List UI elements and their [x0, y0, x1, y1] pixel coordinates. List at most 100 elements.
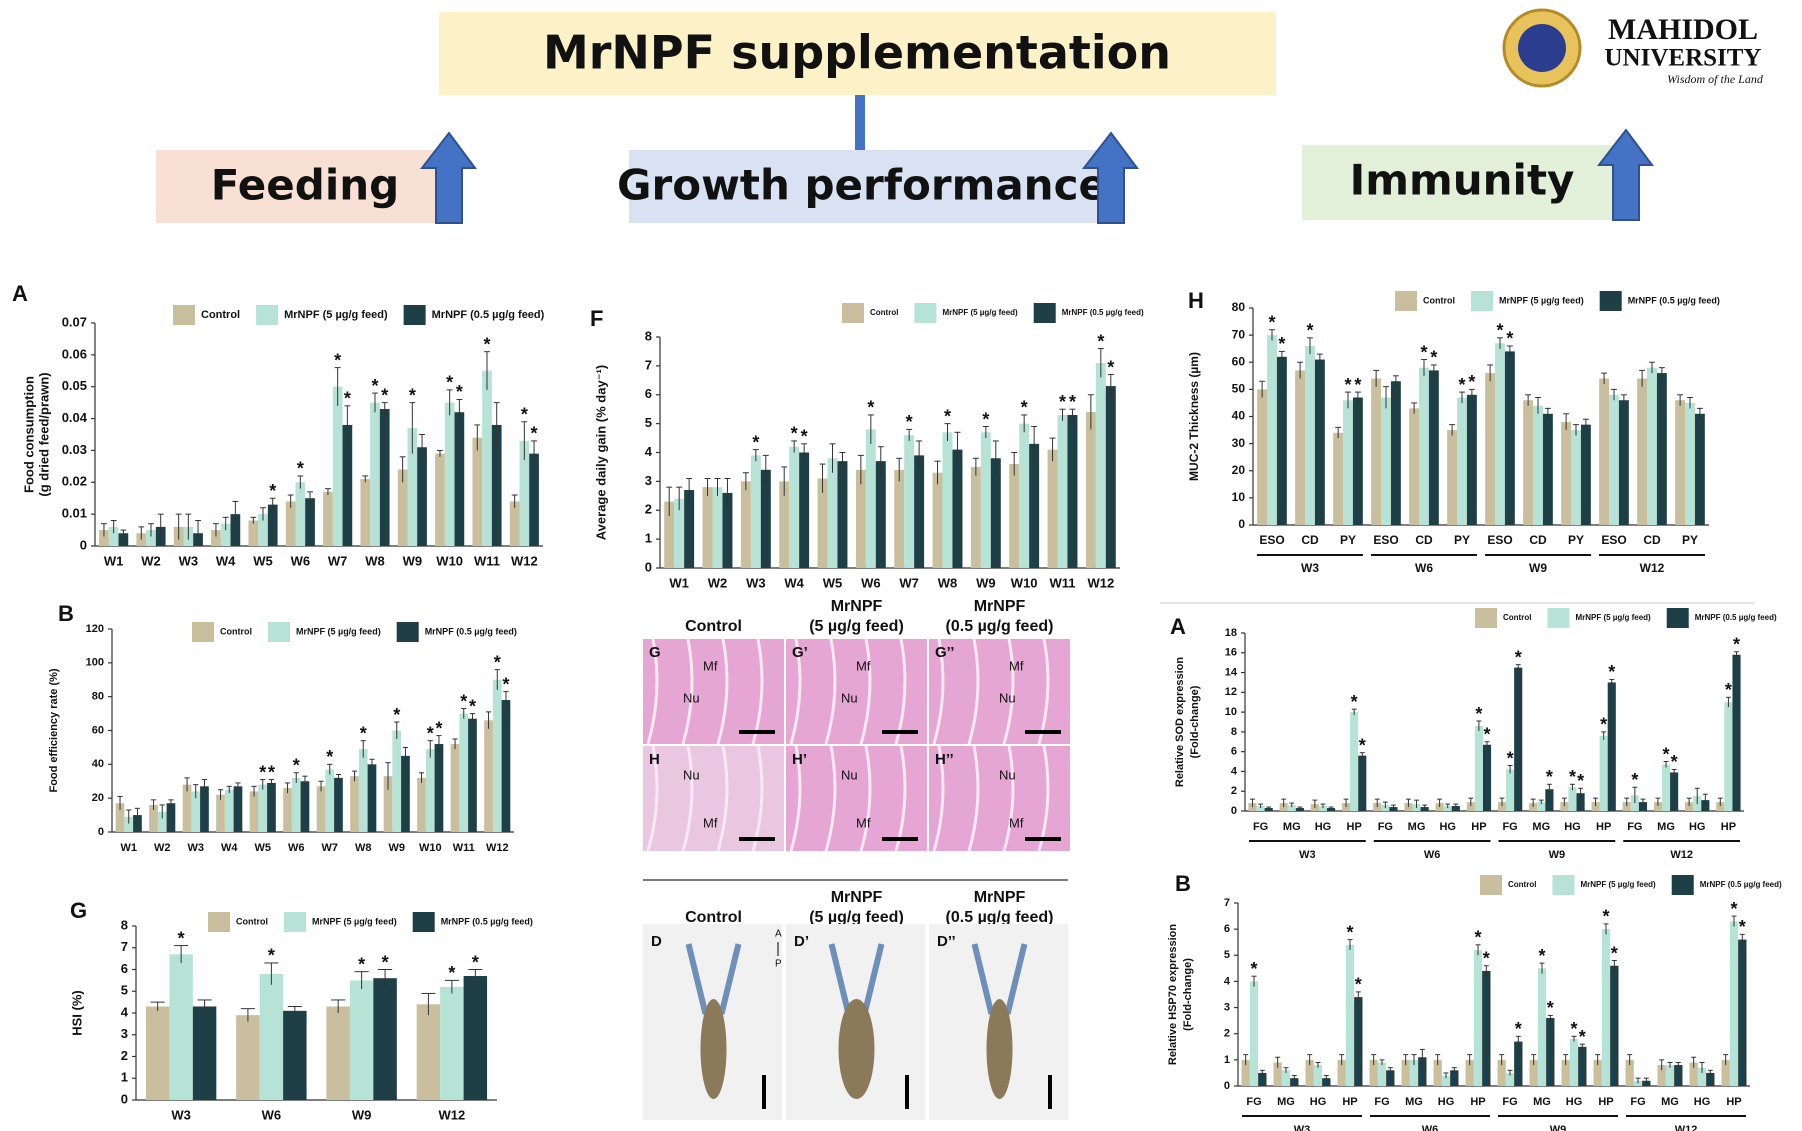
legend-swatch: [403, 305, 426, 325]
x-tick-label: HP: [1596, 821, 1611, 833]
y-tick-label: 20: [92, 792, 104, 804]
group-label: W3: [1299, 849, 1316, 861]
x-tick-label: HP: [1726, 1096, 1741, 1108]
x-tick-label: FG: [1378, 821, 1393, 833]
bar: [305, 498, 315, 546]
bar: [1428, 370, 1439, 525]
bar: [1685, 802, 1694, 811]
x-tick-label: W12: [439, 1107, 466, 1122]
legend-swatch: [192, 622, 214, 642]
bar: [191, 791, 201, 832]
group-label: W9: [1550, 1124, 1567, 1131]
significance-star: *: [1507, 748, 1514, 768]
x-tick-label: W3: [171, 1107, 191, 1122]
bar: [1599, 378, 1610, 525]
y-tick-label: 6: [1231, 746, 1237, 758]
significance-star: *: [469, 696, 476, 716]
significance-star: *: [1351, 692, 1358, 712]
bar: [267, 782, 276, 832]
bar: [115, 803, 125, 832]
bar: [370, 402, 380, 546]
x-tick-label: W3: [746, 575, 766, 590]
bar: [332, 386, 343, 546]
x-tick-label: MG: [1661, 1096, 1679, 1108]
bar: [491, 424, 502, 546]
bar: [1537, 802, 1546, 811]
bar: [1273, 1062, 1282, 1086]
bar: [323, 491, 333, 546]
bar: [435, 453, 445, 546]
nu-label: Nu: [683, 690, 700, 705]
bar: [1665, 1065, 1675, 1086]
significance-star: *: [293, 756, 300, 776]
bar: [1485, 373, 1496, 525]
bar: [1514, 1041, 1523, 1086]
x-tick-label: W4: [784, 575, 804, 590]
significance-star: *: [801, 427, 808, 447]
significance-star: *: [358, 954, 365, 974]
bar: [904, 435, 915, 568]
bar: [1601, 929, 1611, 1086]
panel-letter: B: [1175, 871, 1191, 896]
x-tick-label: MG: [1283, 821, 1301, 833]
x-tick-label: FG: [1253, 821, 1268, 833]
x-tick-label: W1: [104, 553, 124, 568]
y-tick-label: 30: [1232, 436, 1246, 450]
y-tick-label: 0.01: [62, 506, 87, 521]
y-tick-label: 70: [1232, 327, 1246, 341]
y-tick-label: 8: [1231, 726, 1237, 738]
y-tick-label: 3: [121, 1026, 128, 1041]
legend-label: MrNPF (5 µg/g feed): [312, 916, 397, 926]
bar: [1409, 408, 1420, 525]
bar: [914, 455, 925, 568]
significance-star: *: [381, 385, 388, 405]
shrimp-claw: [828, 943, 885, 1015]
bar: [118, 533, 129, 546]
tissue-gap: [967, 745, 980, 852]
significance-star: *: [1468, 372, 1475, 392]
y-tick-label: 7: [121, 939, 128, 954]
significance-star: *: [1346, 922, 1353, 942]
bar: [1473, 950, 1483, 1086]
panel-letter: B: [58, 601, 74, 626]
y-tick-label: 1: [121, 1070, 128, 1085]
x-tick-label: W9: [389, 842, 406, 854]
column-header: (0.5 µg/g feed): [946, 618, 1054, 635]
bar: [1009, 464, 1020, 568]
legend-label: MrNPF (0.5 µg/g feed): [1062, 308, 1144, 317]
x-tick-label: PY: [1568, 533, 1584, 547]
legend-label: MrNPF (5 µg/g feed): [296, 626, 381, 636]
bar: [1465, 1059, 1474, 1086]
bar: [360, 479, 371, 546]
scale-bar: [882, 837, 918, 841]
significance-star: *: [393, 705, 400, 725]
y-tick-label: 0.03: [62, 442, 87, 457]
significance-star: *: [1733, 635, 1740, 655]
bar: [1295, 808, 1304, 811]
bar: [952, 449, 963, 568]
axis-anterior: A: [775, 929, 782, 940]
y-tick-label: 5: [645, 415, 652, 430]
significance-star: *: [1354, 375, 1361, 395]
bar: [417, 777, 426, 832]
nu-label: Nu: [999, 767, 1016, 782]
legend-label: Control: [1508, 880, 1536, 889]
legend-swatch: [1475, 608, 1497, 628]
x-tick-label: W7: [899, 575, 919, 590]
significance-star: *: [269, 481, 276, 501]
bar: [1610, 965, 1619, 1086]
bar: [740, 481, 751, 568]
significance-star: *: [1420, 342, 1427, 362]
bar: [124, 816, 134, 832]
tissue-gap: [824, 638, 837, 745]
x-tick-label: ESO: [1259, 533, 1284, 547]
bar: [1418, 1057, 1427, 1086]
legend-swatch: [842, 303, 864, 323]
bar: [440, 986, 464, 1100]
tissue-gap: [681, 745, 694, 852]
y-tick-label: 2: [1231, 785, 1237, 797]
panel-label: G: [649, 644, 661, 661]
bar: [267, 504, 278, 546]
y-tick-label: 40: [1232, 409, 1246, 423]
significance-star: *: [1739, 917, 1746, 937]
